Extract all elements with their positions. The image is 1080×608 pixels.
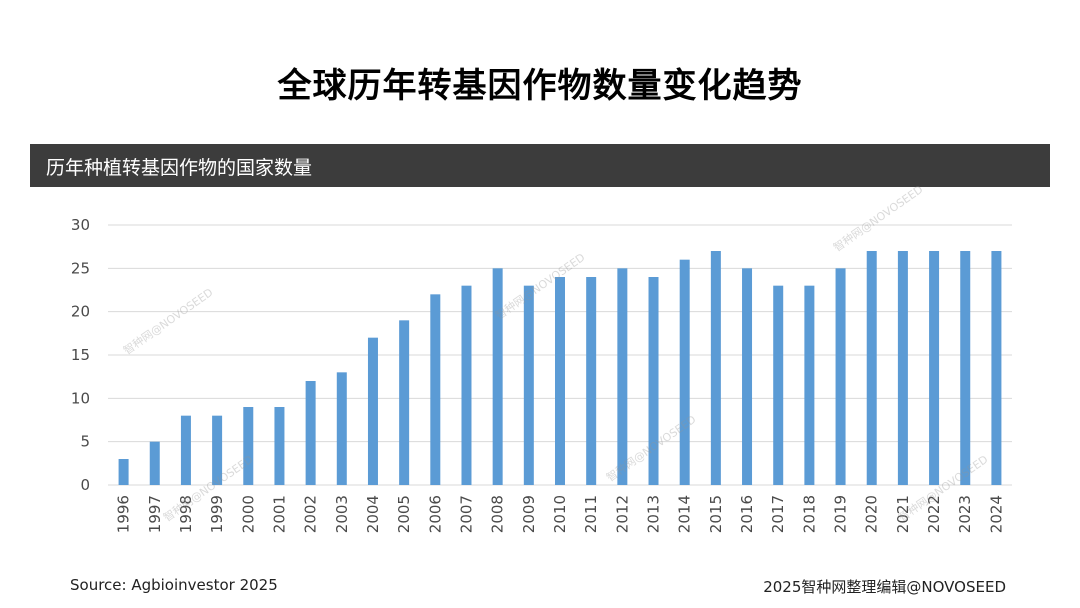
bar-2023 [960,251,971,485]
credit-note: 2025智种网整理编辑@NOVOSEED [763,578,1006,596]
bar-2004 [367,337,378,485]
y-tick-label: 20 [71,303,90,321]
bar-2005 [399,320,410,485]
bar-2002 [305,381,316,485]
x-tick-label: 2008 [489,495,507,533]
x-tick-label: 2019 [832,495,850,533]
bar-2003 [336,372,347,485]
bar-2013 [648,277,659,485]
bar-2010 [555,277,565,485]
x-tick-label: 2009 [520,495,538,533]
x-tick-label: 2002 [302,495,320,533]
x-tick-label: 2012 [613,495,631,533]
bar-2012 [617,268,628,485]
bar-1999 [212,415,223,485]
chart-header: 历年种植转基因作物的国家数量 [30,144,1050,187]
x-tick-label: 2005 [395,495,413,533]
y-tick-labels: 0 5 10 15 20 25 30 [71,216,90,494]
bar-2019 [835,268,846,485]
x-tick-label: 2010 [551,495,569,533]
bar-2008 [492,268,503,485]
y-tick-label: 10 [71,389,90,407]
x-tick-label: 2020 [863,495,881,533]
page-title: 全球历年转基因作物数量变化趋势 [277,66,803,106]
y-tick-label: 25 [71,259,90,277]
bar-2006 [430,294,441,485]
x-tick-label: 2021 [894,495,912,533]
chart-header-title: 历年种植转基因作物的国家数量 [46,157,313,179]
x-tick-label: 2003 [333,495,351,533]
y-tick-label: 5 [80,433,90,451]
bar-2018 [804,285,815,485]
bar-2011 [586,277,597,485]
x-tick-label: 2013 [645,495,663,533]
bar-2007 [461,285,472,485]
x-tick-label: 2006 [426,495,444,533]
y-tick-label: 30 [71,216,90,234]
x-tick-label: 1997 [146,495,164,533]
y-tick-label: 15 [71,346,90,364]
bar-2015 [710,251,721,485]
bar-2000 [243,407,254,485]
bars [118,251,1002,485]
bar-2022 [929,251,940,485]
bar-2017 [773,285,784,485]
x-tick-label: 2022 [925,495,943,533]
x-tick-label: 2018 [800,495,818,533]
x-tick-label: 2016 [738,495,756,533]
x-tick-label: 2001 [270,495,288,533]
bar-2001 [274,407,285,485]
x-tick-label: 2000 [239,495,257,533]
x-tick-label: 1996 [115,495,133,533]
x-tick-labels: 1996 1997 1998 1999 2000 2001 2002 2003 2004 2005… [115,495,1006,533]
x-tick-label: 2007 [457,495,475,533]
x-tick-label: 2014 [676,495,694,533]
x-tick-label: 1999 [208,495,226,533]
bar-1998 [180,415,191,485]
x-tick-label: 2011 [582,495,600,533]
bar-2021 [897,251,908,485]
bar-2020 [866,251,877,485]
bar-2016 [742,268,753,485]
source-note: Source: Agbioinvestor 2025 [70,576,278,594]
bar-2014 [679,259,690,485]
x-tick-label: 2017 [769,495,787,533]
bar-1996 [118,459,129,485]
bar-2009 [523,285,534,485]
bar-2024 [991,251,1002,485]
bar-1997 [149,441,160,485]
x-tick-label: 2024 [987,495,1005,533]
y-tick-label: 0 [80,476,90,494]
x-tick-label: 1998 [177,495,195,533]
x-tick-label: 2023 [956,495,974,533]
x-tick-label: 2004 [364,495,382,533]
x-tick-label: 2015 [707,495,725,533]
